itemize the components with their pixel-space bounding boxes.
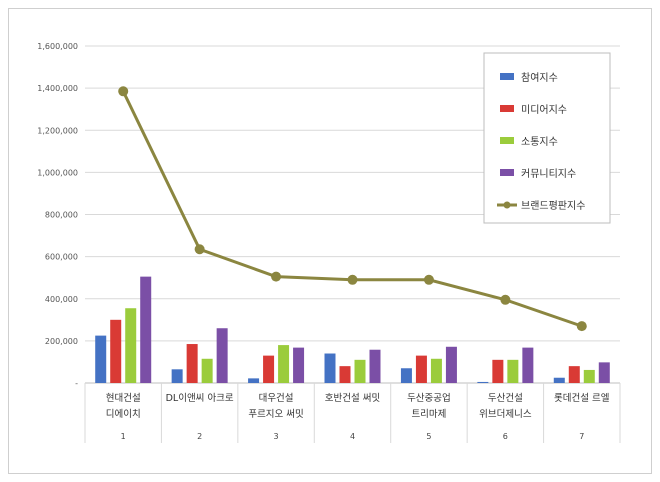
y-tick-label: 1,000,000 — [37, 168, 78, 177]
x-tick-label: 롯데건설 르엘 — [554, 393, 610, 404]
bar — [598, 362, 610, 383]
bar — [339, 366, 351, 383]
bar — [171, 369, 183, 383]
legend-label: 소통지수 — [521, 136, 558, 148]
y-tick-label: 1,200,000 — [37, 126, 78, 135]
y-tick-label: 200,000 — [45, 337, 78, 346]
x-index-label: 6 — [503, 432, 508, 441]
bar — [583, 369, 595, 383]
bar — [324, 353, 336, 383]
x-tick-label: 대우건설 — [259, 393, 294, 404]
bar — [201, 358, 213, 383]
x-tick-label: 디에이치 — [106, 408, 141, 420]
y-tick-label: 600,000 — [45, 253, 78, 262]
x-tick-label: 푸르지오 써밋 — [248, 409, 303, 420]
x-index-label: 7 — [579, 432, 584, 441]
legend-swatch — [500, 169, 514, 176]
x-index-label: 2 — [197, 432, 202, 441]
line-point — [194, 244, 205, 255]
bar — [354, 359, 366, 383]
bar — [477, 381, 489, 383]
y-tick-label: 1,400,000 — [37, 84, 78, 93]
bar — [522, 347, 534, 383]
bar — [293, 347, 305, 383]
line-point — [118, 86, 129, 97]
bar — [430, 358, 442, 383]
legend-swatch — [500, 137, 514, 144]
x-tick-label: 트리마제 — [411, 409, 446, 420]
bar — [140, 276, 152, 383]
x-tick-label: 위브더제니스 — [479, 408, 532, 420]
legend-swatch — [500, 105, 514, 112]
bars — [95, 276, 610, 383]
bar — [248, 378, 260, 383]
bar — [278, 345, 290, 383]
x-index-label: 4 — [350, 432, 355, 441]
line-point — [576, 321, 587, 332]
bar — [95, 335, 107, 383]
legend-label: 참여지수 — [521, 72, 558, 84]
legend-swatch — [500, 73, 514, 80]
line-series — [118, 86, 587, 332]
x-tick-label: 현대건설 — [106, 393, 141, 404]
y-tick-label: 800,000 — [45, 211, 78, 220]
legend-label: 미디어지수 — [521, 104, 567, 116]
bar — [186, 344, 198, 383]
bar — [568, 366, 580, 383]
x-index-label: 1 — [121, 432, 126, 441]
bar — [553, 377, 565, 383]
line-point — [271, 271, 282, 282]
bar — [415, 355, 427, 383]
bar — [110, 319, 122, 383]
line-point — [500, 294, 511, 305]
bar — [216, 328, 228, 383]
line-point — [347, 274, 358, 285]
x-tick-label: 호반건설 써밋 — [325, 393, 380, 404]
x-tick-label: DL이앤씨 아크로 — [166, 393, 234, 404]
x-tick-label: 두산중공업 — [407, 392, 451, 404]
y-tick-label: 1,600,000 — [37, 42, 78, 51]
y-tick-labels: - 200,000 400,000 600,000 800,000 1,000,000 1,… — [37, 42, 78, 388]
legend-label: 브랜드평판지수 — [521, 200, 585, 212]
y-tick-label: 400,000 — [45, 295, 78, 304]
bar — [263, 355, 275, 383]
bar — [507, 359, 519, 383]
legend-line-marker — [503, 201, 511, 209]
bar — [400, 368, 412, 383]
bar — [369, 349, 381, 383]
x-tick-label: 두산건설 — [488, 393, 523, 404]
x-index-label: 3 — [274, 432, 279, 441]
y-tick-label: - — [75, 379, 78, 388]
bar — [492, 359, 504, 383]
x-index-label: 5 — [426, 432, 431, 441]
line-point — [423, 274, 434, 285]
bar — [445, 346, 457, 383]
bar — [125, 308, 137, 383]
legend-label: 커뮤니티지수 — [521, 168, 576, 180]
